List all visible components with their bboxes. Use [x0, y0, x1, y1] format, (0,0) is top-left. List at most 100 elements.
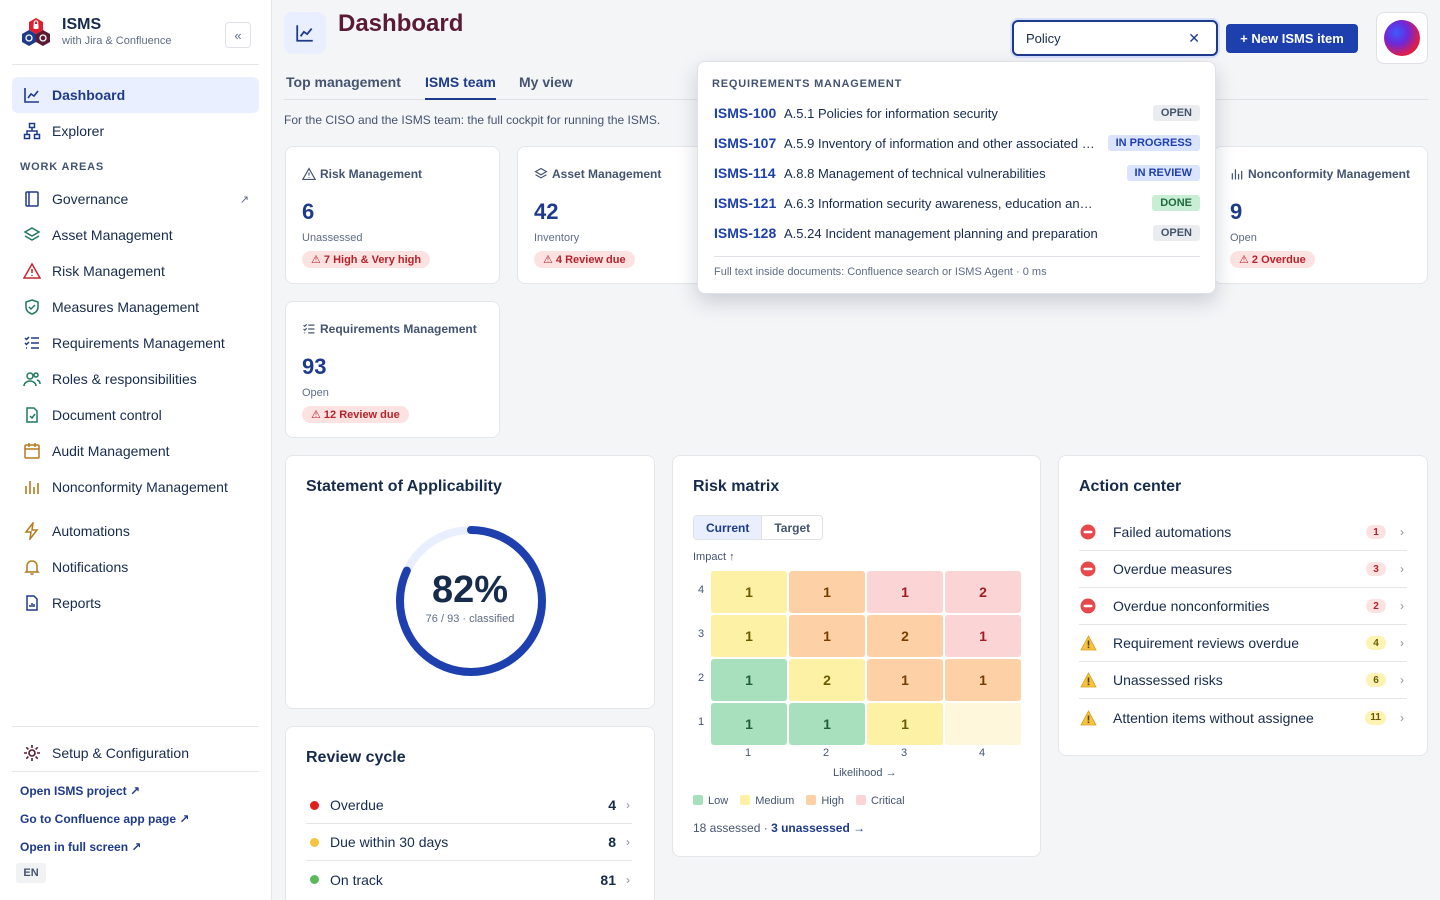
sidebar-item-reports[interactable]: Reports — [12, 585, 259, 621]
clear-search-icon[interactable]: ✕ — [1188, 30, 1200, 46]
sidebar-item-label: Document control — [52, 407, 162, 423]
tab-description: For the CISO and the ISMS team: the full… — [284, 113, 661, 127]
review-row-overdue[interactable]: Overdue 4 › — [306, 787, 632, 824]
risk-matrix-cell[interactable] — [945, 703, 1021, 745]
stat-value: 93 — [302, 354, 327, 379]
stat-warning-badge[interactable]: ⚠ 4 Review due — [534, 251, 635, 268]
soa-title: Statement of Applicability — [306, 478, 502, 495]
sidebar-item-risk-management[interactable]: Risk Management — [12, 253, 259, 289]
risk-matrix-cell[interactable]: 1 — [711, 615, 787, 657]
sidebar-item-measures-management[interactable]: Measures Management — [12, 289, 259, 325]
risk-matrix-cell[interactable]: 1 — [867, 571, 943, 613]
sidebar-item-label: Notifications — [52, 559, 129, 575]
action-item[interactable]: Overdue measures 3 › — [1079, 551, 1407, 588]
sidebar-item-label: Dashboard — [52, 87, 126, 103]
sidebar-item-label: Audit Management — [52, 443, 170, 459]
report-icon — [22, 593, 42, 613]
status-badge: IN REVIEW — [1126, 165, 1200, 181]
action-item[interactable]: Unassessed risks 6 › — [1079, 662, 1407, 699]
new-isms-item-button[interactable]: + New ISMS item — [1226, 24, 1358, 53]
stat-card-asset-management[interactable]: Asset Management 42 Inventory ⚠ 4 Review… — [517, 146, 732, 284]
action-item[interactable]: Failed automations 1 › — [1079, 514, 1407, 551]
collapse-sidebar-button[interactable]: « — [225, 22, 251, 48]
risk-matrix-cell[interactable]: 2 — [945, 571, 1021, 613]
risk-matrix-cell[interactable]: 1 — [789, 615, 865, 657]
user-menu[interactable] — [1376, 12, 1428, 64]
document-check-icon — [22, 405, 42, 425]
soa-percent: 82% — [431, 569, 509, 611]
tab-isms-team[interactable]: ISMS team — [425, 74, 496, 100]
brand[interactable]: ISMS with Jira & Confluence — [20, 16, 171, 48]
sidebar-item-governance[interactable]: Governance ↗ — [12, 181, 259, 217]
search-result-item[interactable]: ISMS-114 A.8.8 Management of technical vu… — [714, 158, 1200, 188]
search-result-item[interactable]: ISMS-128 A.5.24 Incident management plann… — [714, 218, 1200, 248]
action-item[interactable]: Attention items without assignee 11 › — [1079, 699, 1407, 736]
toggle-target[interactable]: Target — [774, 520, 811, 535]
tab-my-view[interactable]: My view — [519, 74, 573, 90]
risk-matrix-cell[interactable]: 2 — [789, 659, 865, 701]
risk-matrix-cell[interactable]: 1 — [867, 703, 943, 745]
stat-card-risk-management[interactable]: Risk Management 6 Unassessed ⚠ 7 High & … — [285, 146, 500, 284]
search-results-footer: Full text inside documents: Confluence s… — [714, 266, 1047, 278]
action-center-title: Action center — [1079, 478, 1182, 495]
stat-card-nonconformity-management[interactable]: Nonconformity Management 9 Open ⚠ 2 Over… — [1213, 146, 1428, 284]
full-screen-link[interactable]: Open in full screen ↗ — [20, 840, 142, 854]
review-row-due-soon[interactable]: Due within 30 days 8 › — [306, 824, 632, 861]
toggle-current[interactable]: Current — [694, 516, 763, 539]
action-item[interactable]: Overdue nonconformities 2 › — [1079, 588, 1407, 625]
stat-card-requirements-management[interactable]: Requirements Management 93 Open ⚠ 12 Rev… — [285, 301, 500, 438]
search-result-item[interactable]: ISMS-100 A.5.1 Policies for information s… — [714, 98, 1200, 128]
sidebar-item-label: Risk Management — [52, 263, 165, 279]
work-areas-label: WORK AREAS — [20, 161, 104, 173]
sidebar-item-requirements-management[interactable]: Requirements Management — [12, 325, 259, 361]
risk-matrix-cell[interactable]: 1 — [789, 703, 865, 745]
risk-matrix-cell[interactable]: 1 — [867, 659, 943, 701]
risk-matrix-cell[interactable]: 1 — [711, 571, 787, 613]
legend-critical: Critical — [855, 795, 905, 807]
risk-matrix-cell[interactable]: 1 — [789, 571, 865, 613]
error-stop-icon — [1079, 523, 1097, 541]
action-item[interactable]: Requirement reviews overdue 4 › — [1079, 625, 1407, 662]
search-result-item[interactable]: ISMS-107 A.5.9 Inventory of information a… — [714, 128, 1200, 158]
soa-donut[interactable] — [393, 523, 549, 679]
y-tick: 2 — [698, 672, 705, 684]
action-item-label: Overdue nonconformities — [1113, 598, 1270, 614]
risk-matrix-cell[interactable]: 1 — [945, 615, 1021, 657]
language-selector[interactable]: EN — [16, 863, 46, 883]
sidebar-item-nonconformity-management[interactable]: Nonconformity Management — [12, 469, 259, 505]
sidebar-item-document-control[interactable]: Document control — [12, 397, 259, 433]
confluence-app-page-link[interactable]: Go to Confluence app page ↗ — [20, 812, 190, 826]
status-badge: DONE — [1152, 195, 1200, 211]
risk-matrix-cell[interactable]: 1 — [711, 703, 787, 745]
unassessed-link[interactable]: 3 unassessed → — [771, 821, 866, 835]
risk-matrix-cell[interactable]: 1 — [711, 659, 787, 701]
sidebar-item-roles[interactable]: Roles & responsibilities — [12, 361, 259, 397]
sidebar-item-automations[interactable]: Automations — [12, 513, 259, 549]
risk-matrix-cell[interactable]: 1 — [945, 659, 1021, 701]
sidebar-item-label: Automations — [52, 523, 130, 539]
sidebar-item-asset-management[interactable]: Asset Management — [12, 217, 259, 253]
stat-sublabel: Open — [1230, 232, 1257, 244]
y-tick: 4 — [698, 584, 705, 596]
layers-icon — [22, 225, 42, 245]
search-input[interactable] — [1026, 30, 1176, 46]
issue-key: ISMS-107 — [714, 135, 777, 151]
sidebar-item-notifications[interactable]: Notifications — [12, 549, 259, 585]
risk-matrix-cell[interactable]: 2 — [867, 615, 943, 657]
stat-value: 6 — [302, 199, 315, 224]
stat-warning-badge[interactable]: ⚠ 2 Overdue — [1230, 251, 1315, 268]
sidebar-item-setup[interactable]: Setup & Configuration — [12, 735, 259, 771]
sidebar-item-explorer[interactable]: Explorer — [12, 113, 259, 149]
tab-top-management[interactable]: Top management — [286, 74, 401, 90]
open-isms-project-link[interactable]: Open ISMS project ↗ — [20, 784, 141, 798]
review-row-on-track[interactable]: On track 81 › — [306, 861, 632, 898]
stat-sublabel: Inventory — [534, 232, 580, 244]
stat-warning-badge[interactable]: ⚠ 12 Review due — [302, 406, 409, 423]
risk-matrix-toggle: Current Target — [693, 515, 824, 540]
issue-summary: A.8.8 Management of technical vulnerabil… — [784, 165, 1046, 181]
sidebar-item-audit-management[interactable]: Audit Management — [12, 433, 259, 469]
search-result-item[interactable]: ISMS-121 A.6.3 Information security aware… — [714, 188, 1200, 218]
stat-warning-badge[interactable]: ⚠ 7 High & Very high — [302, 251, 431, 268]
sidebar-item-dashboard[interactable]: Dashboard — [12, 77, 259, 113]
issue-key: ISMS-128 — [714, 225, 777, 241]
